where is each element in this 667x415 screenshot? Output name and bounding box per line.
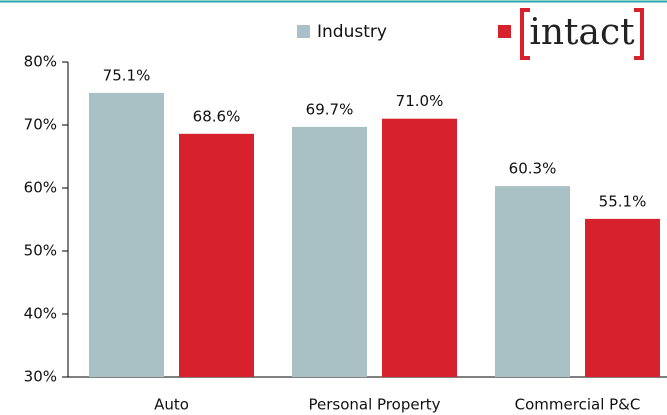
y-tick-label: 80%: [24, 53, 57, 71]
x-tick-label: Personal Property: [308, 396, 440, 414]
y-tick-label: 60%: [24, 179, 57, 197]
bar: [585, 218, 660, 377]
value-label: 75.1%: [103, 66, 151, 84]
y-tick-label: 70%: [24, 116, 57, 134]
bar: [495, 186, 570, 377]
value-label: 69.7%: [306, 100, 354, 118]
bar: [89, 92, 164, 378]
value-label: 60.3%: [509, 160, 557, 178]
logo-bracket: [520, 8, 530, 60]
bar: [179, 133, 254, 377]
value-label: 71.0%: [396, 92, 444, 110]
legend-swatch: [297, 25, 310, 38]
bar: [292, 126, 367, 377]
value-label: 68.6%: [193, 107, 241, 125]
y-tick-label: 40%: [24, 305, 57, 323]
legend-label: intact: [529, 12, 635, 53]
legend-label: Industry: [317, 22, 387, 42]
bar: [382, 118, 457, 377]
y-tick-label: 50%: [24, 242, 57, 260]
y-tick-label: 30%: [24, 368, 57, 386]
x-tick-label: Commercial P&C: [515, 396, 641, 414]
x-tick-label: Auto: [154, 396, 189, 414]
value-label: 55.1%: [599, 192, 647, 210]
legend-swatch: [498, 25, 511, 38]
logo-bracket: [634, 8, 644, 60]
